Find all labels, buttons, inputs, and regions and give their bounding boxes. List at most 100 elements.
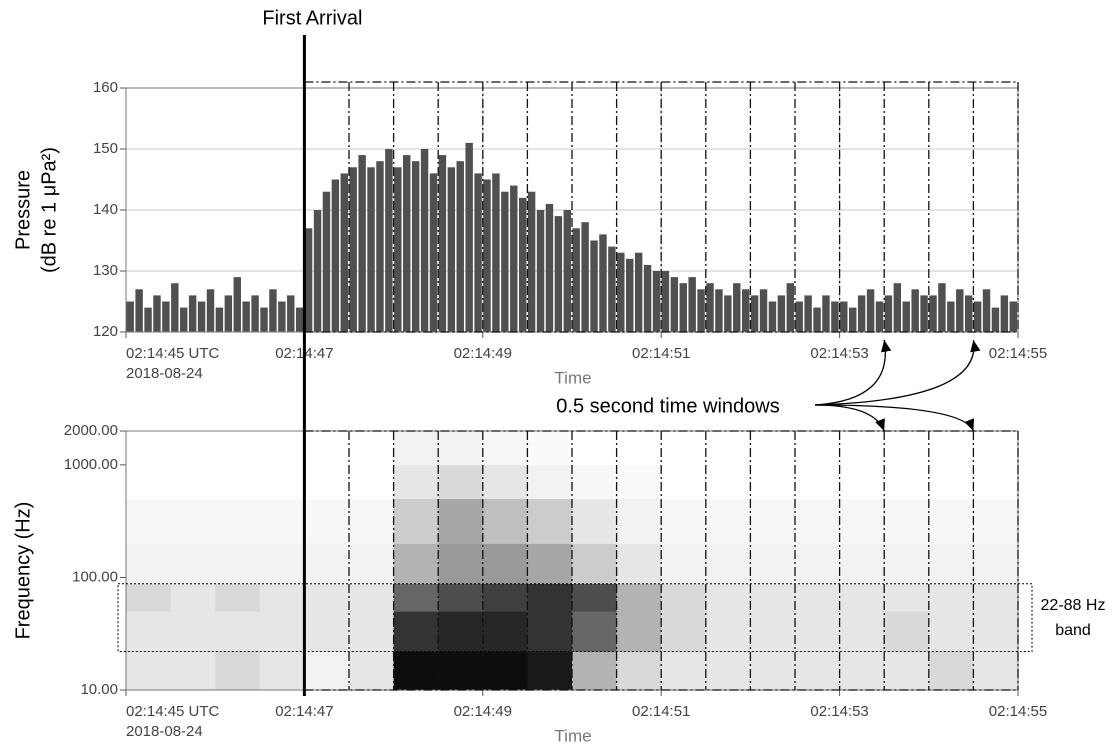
- spectrogram-cell: [393, 498, 439, 544]
- spectrogram-cell: [750, 651, 796, 691]
- spectrogram-cell: [973, 583, 1019, 612]
- bar: [563, 210, 571, 332]
- bar: [358, 155, 366, 332]
- bar: [394, 167, 402, 332]
- spectrogram-cell: [839, 431, 885, 466]
- spectrogram-cell: [482, 431, 528, 466]
- bar: [545, 203, 554, 332]
- bar: [474, 173, 482, 332]
- bar: [590, 240, 598, 332]
- bar: [188, 295, 197, 332]
- spectrogram-cell: [795, 498, 840, 544]
- spectrogram-cell: [349, 583, 394, 612]
- x-date-label: 2018-08-24: [126, 365, 203, 382]
- y-tick-label: 1000.00: [64, 456, 118, 473]
- bar: [706, 283, 714, 332]
- windows-label: 0.5 second time windows: [556, 395, 779, 417]
- spectrogram-cell: [705, 498, 751, 544]
- spectrogram-cell: [572, 651, 617, 691]
- bar: [313, 210, 322, 332]
- bar: [777, 295, 786, 332]
- bar: [902, 301, 910, 332]
- spectrogram-cell: [839, 651, 885, 691]
- bar: [973, 301, 982, 332]
- bar: [652, 271, 661, 332]
- spectrogram-cell: [884, 464, 930, 500]
- spectrogram-cell: [393, 431, 439, 466]
- bar: [661, 271, 670, 332]
- bar: [144, 307, 152, 332]
- spectrogram-cell: [438, 464, 484, 500]
- bar: [456, 161, 464, 332]
- x-tick-label: 02:14:45 UTC: [126, 703, 220, 720]
- band-label: 22-88 Hz: [1041, 597, 1106, 614]
- spectrogram-cell: [349, 651, 394, 691]
- y-tick-label: 10.00: [80, 681, 118, 698]
- bar: [929, 295, 937, 332]
- spectrogram-cell: [304, 583, 350, 612]
- bar: [242, 301, 250, 332]
- bar: [849, 307, 857, 332]
- spectrogram-cell: [215, 498, 261, 544]
- spectrogram-cell: [259, 543, 305, 584]
- x-tick-label: 02:14:53: [810, 703, 868, 720]
- spectrogram-cell: [750, 543, 796, 584]
- bar: [1000, 295, 1009, 332]
- spectrogram-cell: [572, 543, 617, 584]
- spectrogram-cell: [438, 611, 484, 652]
- spectrogram-cell: [884, 543, 930, 584]
- bar: [420, 149, 429, 332]
- spectrogram-cell: [259, 583, 305, 612]
- bar: [1009, 301, 1017, 332]
- bar: [947, 301, 955, 332]
- spectrogram-cell: [170, 464, 216, 500]
- spectrogram-cell: [839, 464, 885, 500]
- spectrogram-cell: [661, 431, 707, 466]
- spectrogram-cell: [616, 431, 662, 466]
- spectrogram-cell: [438, 498, 484, 544]
- spectrogram-cell: [884, 611, 930, 652]
- bar: [447, 167, 456, 332]
- bar: [759, 289, 768, 332]
- spectrogram-cell: [527, 583, 573, 612]
- spectrogram-cell: [884, 431, 930, 466]
- spectrogram-cell: [304, 498, 350, 544]
- bar: [215, 307, 224, 332]
- spectrogram-cell: [304, 431, 350, 466]
- bar: [171, 283, 179, 332]
- arrow: [814, 339, 892, 406]
- spectrogram-cell: [349, 431, 394, 466]
- spectrogram-cell: [795, 583, 840, 612]
- spectrogram-cell: [884, 583, 930, 612]
- bar: [376, 161, 384, 332]
- bar: [813, 307, 821, 332]
- frequency-band: [117, 583, 1033, 652]
- spectrogram-cell: [259, 464, 305, 500]
- bar: [634, 252, 643, 332]
- bar: [340, 173, 348, 332]
- bar: [920, 295, 928, 332]
- bar: [964, 295, 973, 332]
- bar: [795, 301, 803, 332]
- spectrogram-cell: [572, 431, 617, 466]
- spectrogram-cell: [705, 431, 751, 466]
- spectrogram-cell: [482, 498, 528, 544]
- spectrogram-cell: [126, 543, 171, 584]
- bar: [429, 173, 438, 332]
- spectrogram-cell: [438, 543, 484, 584]
- bar: [322, 191, 331, 332]
- bar: [349, 167, 357, 332]
- spectrogram-cell: [527, 611, 573, 652]
- spectrogram-cell: [839, 611, 885, 652]
- bar: [403, 155, 411, 332]
- bar: [750, 295, 759, 332]
- spectrogram-cell: [928, 431, 974, 466]
- bar: [884, 295, 893, 332]
- spectrogram-cell: [438, 583, 484, 612]
- bar: [581, 222, 589, 332]
- bar: [679, 283, 687, 332]
- y-axis-label: (dB re 1 μPa²): [38, 147, 60, 273]
- spectrogram-cell: [349, 498, 394, 544]
- x-tick-label: 02:14:53: [810, 345, 868, 362]
